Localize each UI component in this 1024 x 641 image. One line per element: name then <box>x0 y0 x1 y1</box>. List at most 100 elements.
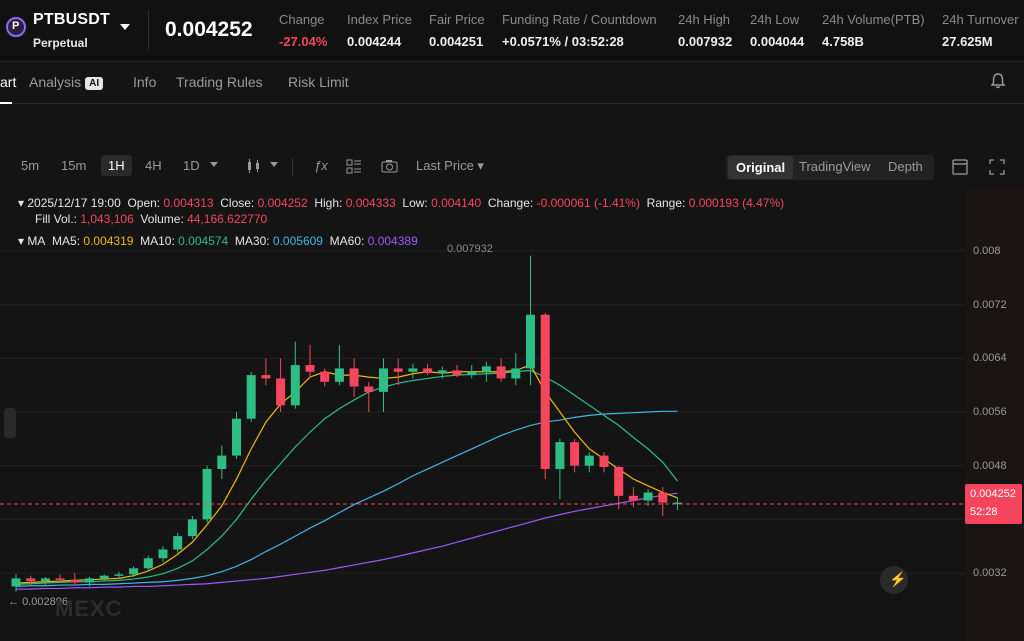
close-value: 0.004252 <box>257 196 308 210</box>
candle-body <box>423 368 433 374</box>
candle-body <box>202 469 212 520</box>
range-value: 0.000193 (4.47%) <box>688 196 785 210</box>
candle-body <box>452 370 462 376</box>
stat-value: 4.758B <box>822 34 864 49</box>
stat-change: Change -27.04% <box>279 12 327 49</box>
candle-body <box>187 519 197 537</box>
candle-body <box>129 568 139 575</box>
candle-body <box>11 578 21 587</box>
low-marker-value: 0.002896 <box>22 596 68 608</box>
stat-label: Funding Rate / Countdown <box>502 12 657 27</box>
candle-body <box>246 375 256 419</box>
ma5-line <box>15 364 678 584</box>
stat-funding-rate: Funding Rate / Countdown +0.0571% / 03:5… <box>502 12 657 49</box>
ma60-value: 0.004389 <box>367 234 418 248</box>
interval-15m[interactable]: 15m <box>61 158 87 173</box>
tab-analysis[interactable]: Analysis AI <box>29 74 104 90</box>
stat-value: 0.007932 <box>678 34 733 49</box>
stat-24h-turnover: 24h Turnover 27.625M <box>942 12 1019 49</box>
stat-24h-volume: 24h Volume(PTB) 4.758B <box>822 12 925 49</box>
y-tick-label: 0.0048 <box>973 460 1007 472</box>
candle-body <box>555 442 565 470</box>
ma5-value: 0.004319 <box>83 234 134 248</box>
view-tradingview[interactable]: TradingView <box>799 159 871 174</box>
ma10-value: 0.004574 <box>178 234 229 248</box>
view-original[interactable]: Original <box>728 156 794 179</box>
candle-body <box>467 371 477 376</box>
price-chart[interactable] <box>0 186 1024 641</box>
ma-legend: ▾ MA MA5: 0.004319 MA10: 0.004574 MA30: … <box>18 234 418 248</box>
ma5-label: MA5: <box>52 234 81 248</box>
low-label: Low: <box>402 196 428 210</box>
divider <box>292 158 293 176</box>
volume-legend: Fill Vol.: 1,043,106 Volume: 44,166.6227… <box>35 212 267 226</box>
range-label: Range: <box>646 196 686 210</box>
candlestick-type-icon[interactable] <box>246 158 262 174</box>
candle-body <box>570 442 580 466</box>
candle-body <box>158 549 168 559</box>
last-price: 0.004252 <box>165 18 253 41</box>
current-price-tag: 0.004252 52:28 <box>965 484 1022 524</box>
ma30-line <box>15 410 678 588</box>
candle-body <box>658 492 668 503</box>
candle-body <box>70 579 80 583</box>
candle-body <box>349 368 359 387</box>
chevron-down-icon[interactable] <box>120 24 130 30</box>
candle-body <box>26 578 36 582</box>
chevron-down-icon[interactable] <box>210 162 218 167</box>
stat-label: 24h High <box>678 12 731 27</box>
candle-body <box>99 575 109 579</box>
candle-body <box>673 502 682 505</box>
ma30-label: MA30: <box>234 234 270 248</box>
candle-body <box>393 368 403 372</box>
candle-body <box>320 371 330 382</box>
indicator-fx-icon[interactable]: ƒx <box>314 158 328 173</box>
interval-5m[interactable]: 5m <box>21 158 40 173</box>
price-type-select[interactable]: Last Price ▾ <box>416 158 484 173</box>
tab-risk-limit[interactable]: Risk Limit <box>288 74 349 90</box>
quick-trade-button[interactable]: ⚡ <box>880 566 908 594</box>
candle-body <box>408 368 418 372</box>
panel-layout-icon[interactable] <box>952 159 968 175</box>
high-value: 0.004333 <box>345 196 396 210</box>
layout-settings-icon[interactable] <box>346 159 362 174</box>
tab-trading-rules[interactable]: Trading Rules <box>176 74 263 90</box>
side-panel-handle[interactable] <box>4 408 16 438</box>
candle-body <box>290 365 300 406</box>
open-label: Open: <box>127 196 161 210</box>
symbol-name[interactable]: PTBUSDT <box>33 11 110 28</box>
candle-body <box>511 368 521 379</box>
high-marker-label: 0.007932 <box>447 243 493 255</box>
candle-body <box>334 368 344 382</box>
y-tick-label: 0.0056 <box>973 406 1007 418</box>
y-tick-label: 0.0032 <box>973 567 1007 579</box>
stat-label: 24h Volume(PTB) <box>822 12 925 27</box>
bell-icon[interactable] <box>989 72 1007 90</box>
ma30-value: 0.005609 <box>272 234 323 248</box>
lightning-icon: ⚡ <box>889 571 907 587</box>
collapse-chevron-icon[interactable]: ▾ <box>18 196 28 210</box>
view-depth[interactable]: Depth <box>888 159 923 174</box>
ptb-logo-icon: P <box>6 17 26 37</box>
close-label: Close: <box>220 196 255 210</box>
open-value: 0.004313 <box>163 196 214 210</box>
fullscreen-icon[interactable] <box>989 159 1005 175</box>
interval-1d[interactable]: 1D <box>183 158 200 173</box>
tab-chart[interactable]: art <box>0 74 17 90</box>
chevron-down-icon[interactable] <box>270 162 278 167</box>
y-tick-label: 0.0064 <box>973 352 1007 364</box>
candle-date: 2025/12/17 19:00 <box>27 196 121 210</box>
candle-body <box>584 455 594 466</box>
camera-icon[interactable] <box>381 159 398 173</box>
candle-body <box>540 314 550 470</box>
candle-body <box>143 558 153 569</box>
interval-1h[interactable]: 1H <box>101 155 132 176</box>
interval-4h[interactable]: 4H <box>145 158 162 173</box>
ma60-label: MA60: <box>329 234 365 248</box>
collapse-chevron-icon[interactable]: ▾ <box>18 234 28 248</box>
view-switcher: Original TradingView Depth <box>726 155 934 180</box>
tab-info[interactable]: Info <box>133 74 157 90</box>
stat-value: 0.004044 <box>750 34 805 49</box>
candle-body <box>614 467 624 496</box>
candle-body <box>232 418 241 456</box>
